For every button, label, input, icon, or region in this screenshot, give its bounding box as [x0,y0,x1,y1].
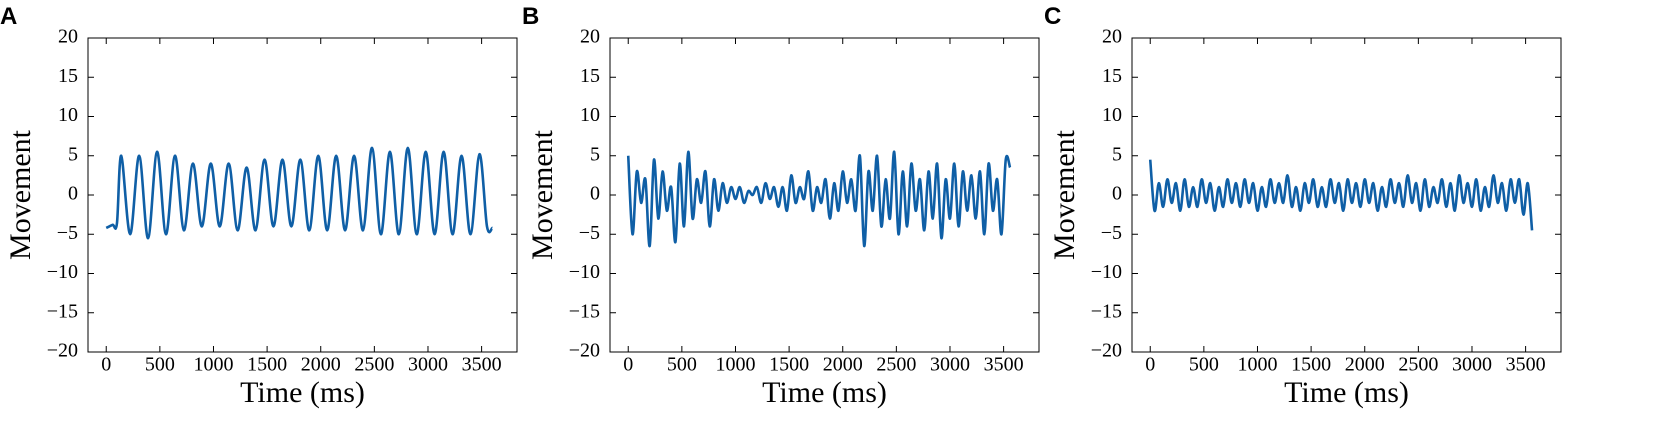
y-tick-label: −20 [1091,340,1122,362]
panel-label: A [0,3,17,30]
y-tick-label: −5 [57,222,78,244]
x-tick-label: 2000 [1345,354,1385,376]
panel-label: C [1044,3,1061,30]
x-tick-label: 500 [1189,354,1219,376]
x-axis-label: Time (ms) [240,376,365,409]
y-tick-label: −20 [569,340,600,362]
x-tick-label: 0 [623,354,633,376]
y-tick-label: 20 [1102,26,1122,48]
y-tick-label: 5 [1112,143,1122,165]
x-tick-label: 3500 [984,354,1024,376]
y-axis-label: Movement [1048,129,1081,260]
plot-frame [1131,37,1562,353]
y-tick-label: −5 [1101,222,1122,244]
x-tick-label: 2000 [301,354,341,376]
y-tick-label: 0 [1112,183,1122,205]
x-tick-label: 2500 [1398,354,1438,376]
y-tick-label: 20 [58,26,78,48]
y-tick-label: −15 [47,300,78,322]
plot-frame [87,37,518,353]
x-tick-label: 1500 [247,354,287,376]
x-tick-label: 500 [145,354,175,376]
x-tick-label: 0 [101,354,111,376]
x-tick-label: 0 [1145,354,1155,376]
y-tick-label: −10 [569,261,600,283]
y-tick-label: 5 [590,143,600,165]
y-tick-label: −10 [47,261,78,283]
y-tick-label: 5 [68,143,78,165]
x-tick-label: 2500 [354,354,394,376]
y-tick-label: 15 [1102,65,1122,87]
y-tick-label: 20 [580,26,600,48]
series-line [105,146,494,240]
x-tick-label: 3000 [930,354,970,376]
x-tick-label: 3500 [462,354,502,376]
x-axis-label: Time (ms) [762,376,887,409]
y-tick-label: −5 [579,222,600,244]
y-tick-label: 15 [580,65,600,87]
y-tick-label: −15 [569,300,600,322]
y-tick-label: 15 [58,65,78,87]
x-axis-label: Time (ms) [1284,376,1409,409]
y-tick-label: −15 [1091,300,1122,322]
y-axis-label: Movement [4,129,37,260]
x-tick-label: 1000 [715,354,755,376]
y-tick-label: −10 [1091,261,1122,283]
y-tick-label: 10 [58,104,78,126]
x-tick-label: 1500 [769,354,809,376]
x-tick-label: 500 [667,354,697,376]
y-tick-label: 0 [590,183,600,205]
plot-frame [609,37,1040,353]
series-line [626,150,1012,248]
x-tick-label: 2000 [823,354,863,376]
y-tick-label: 10 [580,104,600,126]
x-tick-label: 3000 [408,354,448,376]
y-tick-label: −20 [47,340,78,362]
x-tick-label: 3500 [1506,354,1546,376]
x-tick-label: 1000 [193,354,233,376]
x-tick-label: 2500 [876,354,916,376]
panel-label: B [522,3,539,30]
x-tick-label: 1500 [1291,354,1331,376]
y-axis-label: Movement [526,129,559,260]
y-tick-label: 0 [68,183,78,205]
x-tick-label: 1000 [1237,354,1277,376]
series-line [1148,159,1534,231]
y-tick-label: 10 [1102,104,1122,126]
x-tick-label: 3000 [1452,354,1492,376]
